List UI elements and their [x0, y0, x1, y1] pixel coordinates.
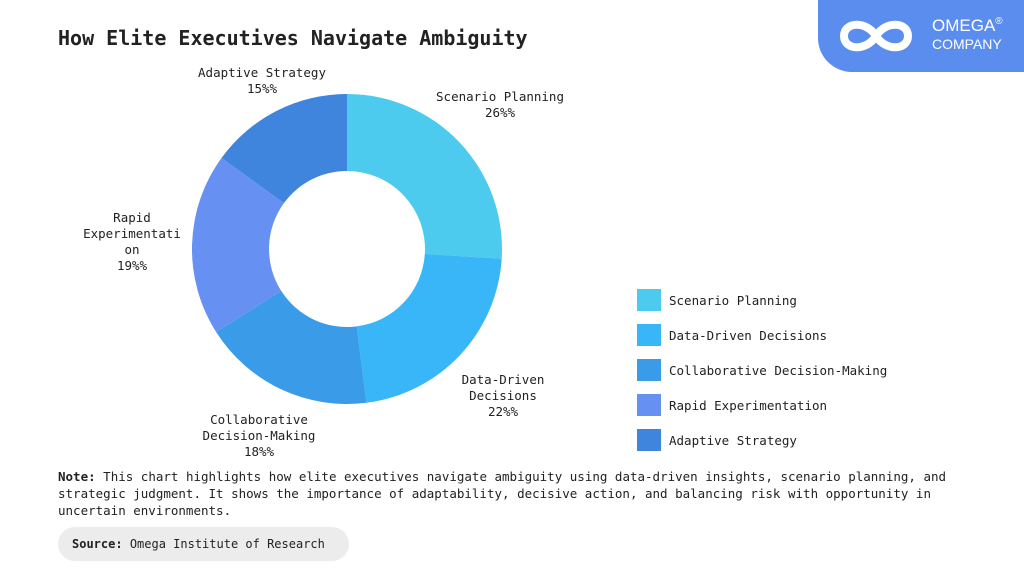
segment-label-value: 18%%	[243, 444, 275, 459]
legend-item: Collaborative Decision-Making	[637, 359, 887, 381]
chart-title: How Elite Executives Navigate Ambiguity	[58, 26, 528, 50]
legend-item: Scenario Planning	[637, 289, 797, 311]
note-label: Note:	[58, 469, 96, 484]
legend-label: Rapid Experimentation	[669, 397, 828, 413]
legend-item: Data-Driven Decisions	[637, 324, 827, 346]
legend-swatch	[637, 289, 661, 311]
logo-name: OMEGA®	[932, 16, 1003, 36]
legend-label: Scenario Planning	[669, 292, 797, 308]
note: Note: This chart highlights how elite ex…	[58, 468, 968, 519]
logo	[818, 0, 1024, 72]
segment-label-category: Data-Driven Decisions	[461, 372, 545, 403]
segment-label-value: 15%%	[246, 81, 278, 96]
source: Source: Omega Institute of Research	[58, 527, 349, 561]
legend-label: Data-Driven Decisions	[669, 327, 828, 343]
segment-label: Scenario Planning 26%%	[425, 89, 575, 121]
segment-label-value: 26%%	[484, 105, 516, 120]
segment-label: Collaborative Decision-Making 18%%	[199, 412, 319, 460]
segment-label: Data-Driven Decisions 22%%	[453, 372, 553, 420]
segment-label: Adaptive Strategy 15%%	[187, 65, 337, 97]
legend-item: Rapid Experimentation	[637, 394, 827, 416]
legend-label: Collaborative Decision-Making	[669, 362, 888, 378]
segment-label-category: Rapid Experimentation	[83, 210, 181, 257]
legend-label: Adaptive Strategy	[669, 432, 797, 448]
donut-segment	[221, 94, 347, 204]
segment-label-value: 22%%	[487, 404, 519, 419]
legend-item: Adaptive Strategy	[637, 429, 797, 451]
segment-label-value: 19%%	[116, 258, 148, 273]
source-label: Source:	[72, 537, 123, 551]
note-text: This chart highlights how elite executiv…	[58, 469, 947, 518]
donut-segment	[191, 157, 284, 333]
segment-label-category: Collaborative Decision-Making	[202, 412, 316, 443]
legend-swatch	[637, 324, 661, 346]
segment-label-category: Adaptive Strategy	[198, 65, 326, 80]
source-text: Omega Institute of Research	[129, 537, 325, 551]
logo-sub: COMPANY	[932, 36, 1002, 52]
legend-swatch	[637, 359, 661, 381]
legend-swatch	[637, 429, 661, 451]
logo-mark: ®	[995, 16, 1003, 27]
legend-swatch	[637, 394, 661, 416]
logo-icon	[839, 20, 913, 52]
donut-segment	[356, 253, 502, 403]
segment-label: Rapid Experimentation 19%%	[82, 210, 182, 274]
donut-segment	[347, 94, 503, 259]
segment-label-category: Scenario Planning	[436, 89, 564, 104]
logo-name-text: OMEGA	[932, 16, 996, 35]
donut-segment	[216, 290, 367, 404]
